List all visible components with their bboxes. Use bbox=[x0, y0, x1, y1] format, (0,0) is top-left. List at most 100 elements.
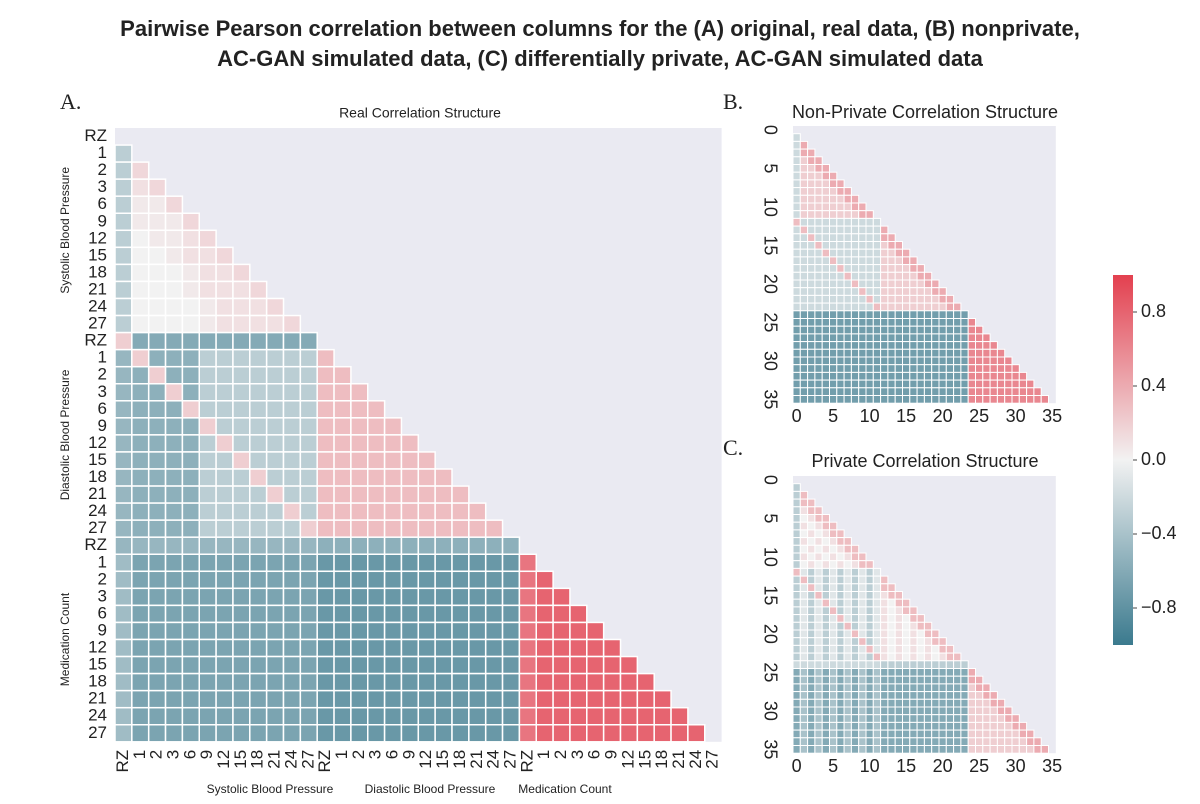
heatmap-cell bbox=[792, 271, 801, 281]
heatmap-cell bbox=[945, 721, 955, 731]
heatmap-cell bbox=[131, 161, 150, 180]
heatmap-cell bbox=[909, 356, 918, 366]
heatmap-cell bbox=[792, 279, 801, 289]
heatmap-cell bbox=[887, 683, 896, 693]
heatmap-cell bbox=[887, 652, 896, 662]
heatmap-cell bbox=[114, 587, 133, 607]
heatmap-cell bbox=[282, 485, 302, 504]
heatmap-cell bbox=[468, 706, 487, 726]
heatmap-cell bbox=[814, 248, 823, 258]
heatmap-cell bbox=[282, 434, 302, 453]
heatmap-cell bbox=[249, 570, 268, 590]
heatmap-cell bbox=[982, 745, 991, 754]
heatmap-cell bbox=[299, 331, 318, 351]
heatmap-cell bbox=[829, 310, 838, 319]
heatmap-cell bbox=[836, 721, 845, 731]
heatmap-cell bbox=[829, 637, 838, 646]
heatmap-cell bbox=[807, 606, 816, 616]
heatmap-cell bbox=[909, 279, 918, 289]
heatmap-cell bbox=[215, 383, 234, 402]
heatmap-cell bbox=[894, 614, 904, 623]
heatmap-cell bbox=[865, 271, 874, 281]
heatmap-cell bbox=[586, 724, 605, 743]
heatmap-cell bbox=[417, 587, 436, 607]
heatmap-cell bbox=[829, 745, 838, 754]
heatmap-cell bbox=[850, 621, 860, 631]
heatmap-cell bbox=[975, 729, 984, 739]
heatmap-cell bbox=[265, 689, 285, 709]
heatmap-cell bbox=[880, 318, 889, 327]
heatmap-cell bbox=[131, 417, 150, 436]
heatmap-cell bbox=[836, 302, 845, 312]
heatmap-cell bbox=[434, 570, 453, 590]
heatmap-cell bbox=[843, 364, 852, 373]
heatmap-cell bbox=[249, 655, 268, 675]
heatmap-cell bbox=[996, 714, 1006, 723]
heatmap-cell bbox=[953, 729, 962, 739]
column-label: 2 bbox=[349, 750, 368, 759]
heatmap-cell bbox=[821, 325, 831, 335]
group-label: Medication Count bbox=[58, 592, 72, 686]
heatmap-cell bbox=[350, 621, 369, 641]
heatmap-cell bbox=[880, 379, 889, 389]
y-tick-label: 0 bbox=[760, 125, 780, 135]
heatmap-cell bbox=[434, 655, 453, 675]
panel-title: Private Correlation Structure bbox=[811, 451, 1038, 471]
heatmap-cell bbox=[316, 689, 335, 709]
heatmap-cell bbox=[814, 264, 823, 273]
heatmap-cell bbox=[1018, 379, 1028, 389]
heatmap-cell bbox=[923, 279, 933, 289]
heatmap-cell bbox=[865, 652, 874, 662]
heatmap-cell bbox=[836, 379, 845, 389]
heatmap-cell bbox=[799, 737, 809, 746]
heatmap-cell bbox=[850, 225, 860, 235]
heatmap-cell bbox=[181, 570, 200, 590]
heatmap-cell bbox=[902, 348, 911, 358]
heatmap-cell bbox=[265, 570, 285, 590]
heatmap-cell bbox=[836, 202, 845, 212]
heatmap-cell bbox=[960, 729, 969, 739]
heatmap-cell bbox=[909, 256, 918, 266]
heatmap-cell bbox=[902, 279, 911, 289]
heatmap-cell bbox=[451, 587, 470, 607]
heatmap-cell bbox=[131, 263, 150, 283]
heatmap-cell bbox=[960, 395, 969, 404]
heatmap-cell bbox=[114, 553, 133, 573]
heatmap-cell bbox=[114, 212, 133, 232]
heatmap-cell bbox=[131, 689, 150, 709]
heatmap-cell bbox=[799, 356, 809, 366]
heatmap-cell bbox=[858, 294, 867, 304]
heatmap-cell bbox=[814, 341, 823, 350]
heatmap-cell bbox=[383, 451, 403, 470]
heatmap-cell bbox=[872, 575, 882, 585]
heatmap-cell bbox=[799, 294, 809, 304]
heatmap-cell bbox=[821, 675, 831, 685]
column-label: 3 bbox=[568, 750, 587, 759]
heatmap-cell bbox=[858, 371, 867, 381]
heatmap-cell bbox=[807, 706, 816, 716]
x-tick-label: 0 bbox=[792, 756, 802, 776]
column-label: 6 bbox=[383, 750, 402, 759]
heatmap-cell bbox=[792, 544, 801, 554]
heatmap-cell bbox=[865, 310, 874, 319]
heatmap-cell bbox=[501, 689, 521, 709]
heatmap-cell bbox=[880, 675, 889, 685]
heatmap-cell bbox=[383, 655, 403, 675]
heatmap-cell bbox=[814, 591, 823, 600]
heatmap-cell bbox=[923, 644, 933, 654]
heatmap-cell bbox=[960, 348, 969, 358]
heatmap-cell bbox=[858, 333, 867, 343]
heatmap-cell bbox=[181, 348, 200, 368]
heatmap-cell bbox=[215, 672, 234, 692]
heatmap-cell bbox=[843, 614, 852, 623]
heatmap-cell bbox=[282, 689, 302, 709]
heatmap-cell bbox=[843, 729, 852, 739]
heatmap-cell bbox=[960, 721, 969, 731]
panel-label: B. bbox=[723, 89, 743, 114]
heatmap-cell bbox=[836, 371, 845, 381]
heatmap-cell bbox=[909, 614, 918, 623]
heatmap-cell bbox=[902, 387, 911, 396]
heatmap-cell bbox=[923, 745, 933, 754]
heatmap-cell bbox=[1033, 745, 1042, 754]
heatmap-cell bbox=[989, 387, 998, 396]
